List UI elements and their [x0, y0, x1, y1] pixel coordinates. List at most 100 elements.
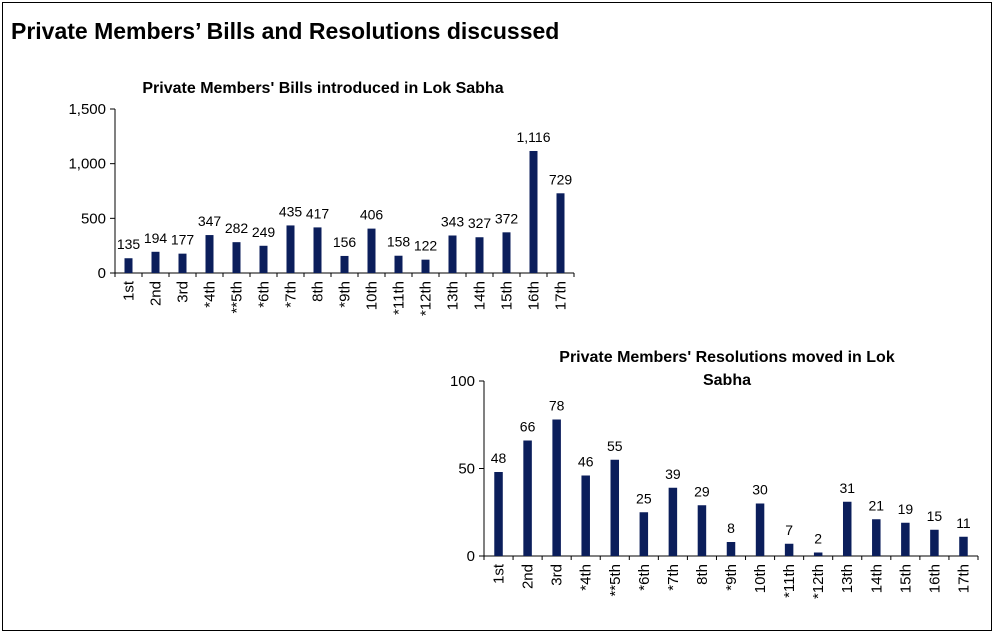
- bills-category-label: 16th: [526, 281, 543, 310]
- bills-value-label: 177: [171, 232, 195, 248]
- resolutions-category-label: *4th: [578, 564, 595, 591]
- resolutions-value-label: 39: [665, 466, 681, 482]
- bills-category-label: 13th: [445, 281, 462, 310]
- resolutions-value-label: 8: [727, 520, 735, 536]
- bills-bar-8th: [313, 227, 322, 273]
- bills-value-label: 417: [306, 205, 330, 221]
- bills-category-label: 2nd: [148, 281, 165, 306]
- resolutions-value-label: 78: [549, 398, 565, 414]
- resolutions-bar-14th: [872, 519, 881, 556]
- bills-value-label: 156: [333, 234, 357, 250]
- resolutions-value-label: 21: [869, 497, 885, 513]
- bills-category-label: *7th: [283, 281, 300, 308]
- page-title: Private Members’ Bills and Resolutions d…: [11, 18, 560, 44]
- resolutions-y-tick-label: 50: [458, 461, 475, 478]
- resolutions-category-label: 16th: [926, 564, 943, 593]
- bills-bar-x4th: [205, 235, 214, 273]
- resolutions-value-label: 2: [814, 531, 822, 547]
- resolutions-category-label: *12th: [810, 564, 827, 599]
- resolutions-chart-title-line-1: Private Members' Resolutions moved in Lo…: [559, 349, 895, 366]
- bills-bar-10th: [367, 228, 376, 273]
- bills-category-label: 10th: [364, 281, 381, 310]
- resolutions-value-label: 46: [578, 454, 594, 470]
- bills-category-label: *4th: [202, 281, 219, 308]
- resolutions-bar-x4th: [581, 475, 590, 556]
- bills-y-tick-label: 0: [98, 265, 106, 282]
- bills-category-label: **5th: [229, 281, 246, 314]
- resolutions-value-label: 25: [636, 490, 652, 506]
- bills-value-label: 343: [441, 213, 465, 229]
- resolutions-category-label: 15th: [897, 564, 914, 593]
- bills-value-label: 406: [360, 207, 384, 223]
- resolutions-value-label: 15: [927, 508, 943, 524]
- bills-bar-x6th: [259, 245, 268, 273]
- bills-y-tick-label: 1,500: [68, 101, 106, 118]
- resolutions-value-label: 30: [752, 482, 768, 498]
- resolutions-y-tick-label: 0: [467, 548, 475, 565]
- resolutions-bar-x12th: [813, 552, 823, 556]
- bills-bar-15th: [502, 232, 511, 273]
- resolutions-category-label: *7th: [665, 564, 682, 591]
- bills-category-label: *12th: [418, 281, 435, 316]
- bills-bar-x11th: [394, 255, 403, 273]
- resolutions-category-label: 13th: [839, 564, 856, 593]
- bills-bar-x12th: [421, 259, 430, 273]
- bills-bar-x9th: [340, 255, 349, 273]
- bills-value-label: 158: [387, 234, 411, 250]
- resolutions-bar-x11th: [784, 543, 794, 556]
- resolutions-bar-3rd: [552, 419, 561, 556]
- bills-y-tick-label: 1,000: [68, 156, 106, 173]
- resolutions-category-label: 8th: [694, 564, 711, 585]
- bills-value-label: 1,116: [517, 129, 551, 145]
- resolutions-category-label: 1st: [491, 563, 508, 584]
- resolutions-bar-2nd: [523, 440, 532, 556]
- bills-bar-3rd: [178, 253, 187, 273]
- bills-value-label: 122: [414, 238, 438, 254]
- bills-value-label: 347: [198, 213, 222, 229]
- resolutions-bar-xx5th: [610, 459, 620, 556]
- bills-category-label: 8th: [310, 281, 327, 302]
- bills-category-label: 1st: [121, 280, 138, 301]
- resolutions-category-label: **5th: [607, 564, 624, 597]
- bills-value-label: 435: [279, 203, 303, 219]
- resolutions-category-label: *9th: [723, 564, 740, 591]
- resolutions-bar-17th: [959, 536, 968, 556]
- bills-category-label: 3rd: [175, 281, 192, 303]
- bills-bar-14th: [475, 237, 484, 273]
- bills-bar-1st: [124, 258, 133, 273]
- resolutions-value-label: 19: [898, 501, 914, 517]
- resolutions-value-label: 66: [520, 419, 536, 435]
- bills-bar-17th: [556, 193, 565, 273]
- resolutions-bar-16th: [930, 529, 939, 556]
- bills-bar-13th: [448, 235, 457, 273]
- resolutions-value-label: 55: [607, 438, 623, 454]
- resolutions-bar-13th: [842, 501, 852, 556]
- resolutions-chart: Private Members' Resolutions moved in Lo…: [450, 349, 979, 599]
- resolutions-value-label: 48: [491, 450, 507, 466]
- resolutions-bar-1st: [494, 472, 503, 556]
- bills-bar-2nd: [151, 251, 160, 273]
- bills-bar-x7th: [286, 225, 295, 273]
- bills-chart-title: Private Members' Bills introduced in Lok…: [142, 80, 503, 97]
- bills-category-label: *6th: [256, 281, 273, 308]
- resolutions-y-tick-label: 100: [450, 373, 475, 390]
- resolutions-bar-8th: [697, 505, 707, 556]
- bills-chart: Private Members' Bills introduced in Lok…: [68, 80, 575, 316]
- resolutions-category-label: *6th: [636, 564, 653, 591]
- bills-bar-16th: [529, 150, 538, 273]
- resolutions-bar-x6th: [639, 512, 649, 556]
- bills-category-label: 15th: [499, 281, 516, 310]
- resolutions-bar-x7th: [668, 487, 678, 556]
- resolutions-bar-10th: [755, 503, 765, 556]
- bills-y-tick-label: 500: [81, 210, 106, 227]
- resolutions-category-label: 3rd: [549, 564, 566, 586]
- resolutions-value-label: 31: [839, 480, 855, 496]
- bills-category-label: 14th: [472, 281, 489, 310]
- bills-value-label: 135: [117, 236, 141, 252]
- bills-value-label: 729: [549, 171, 573, 187]
- bills-value-label: 282: [225, 220, 249, 236]
- resolutions-category-label: 14th: [868, 564, 885, 593]
- bills-value-label: 194: [144, 230, 168, 246]
